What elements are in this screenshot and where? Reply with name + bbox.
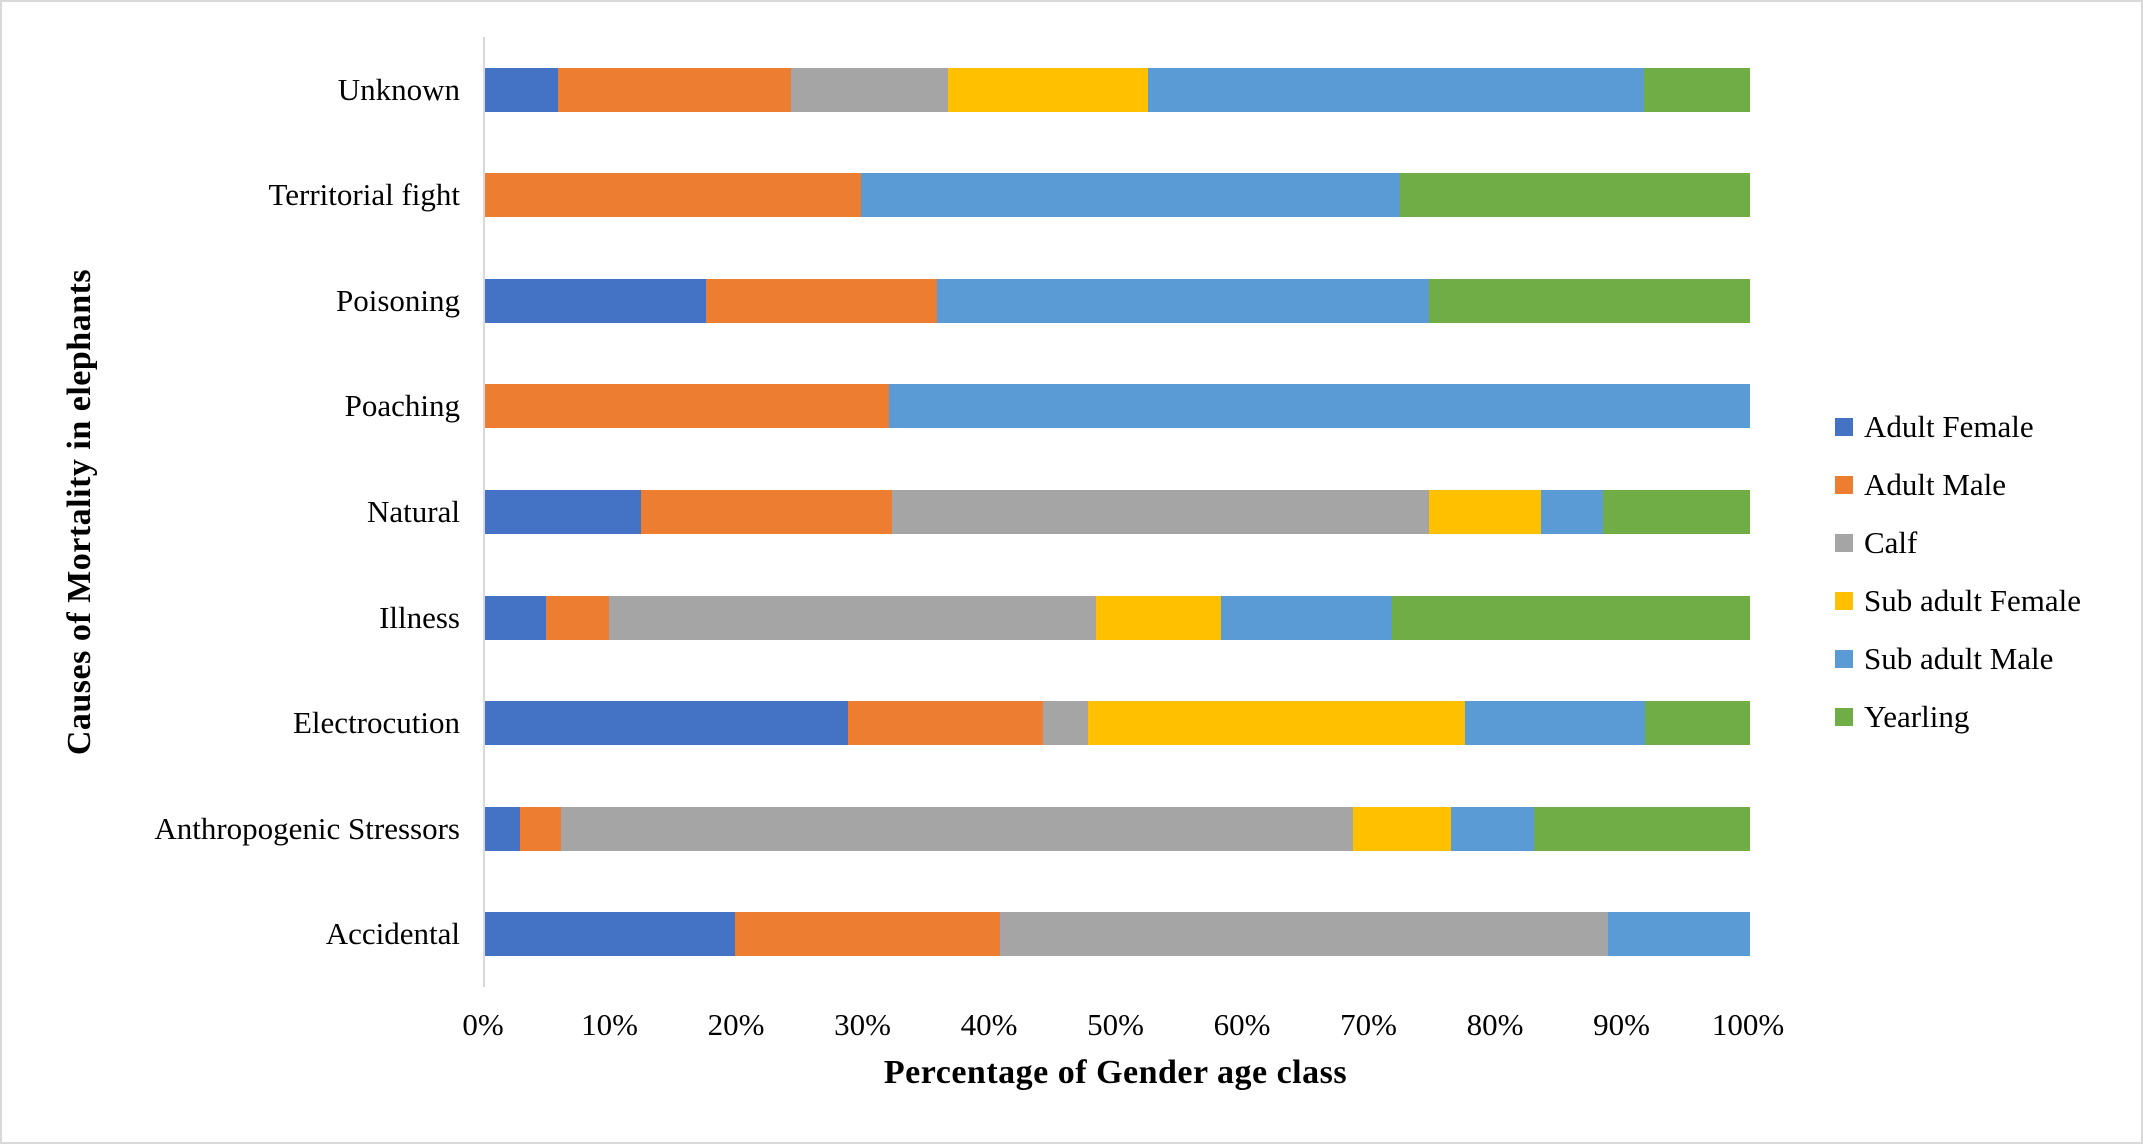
bar-segment [1541,490,1604,534]
category-label: Anthropogenic Stressors [154,810,460,846]
bar-segment [1095,595,1222,640]
bar-segment [1533,806,1750,851]
category-label: Accidental [325,916,460,952]
category-label: Poisoning [335,282,460,318]
bar-segment [888,384,1750,429]
x-axis-ticks: 0% 10% 20% 30% 40% 50% 60% 70% 80% 90% 100% [462,1004,1784,1046]
plot-area [483,37,1750,987]
bar-segment [545,595,609,640]
bar-row [485,806,1750,851]
category-label: Unknown [337,71,460,107]
x-tick-label: 10% [581,1007,638,1042]
bar-segment [1221,595,1392,640]
bar-segment [1352,806,1452,851]
bar-segment [947,67,1148,112]
x-tick-label: 60% [1213,1007,1271,1042]
bar-segment [999,912,1609,957]
bar-row [485,490,1750,534]
legend-item: Adult Male [1835,465,2081,505]
bar-segment [1428,278,1750,323]
x-tick-label: 50% [1087,1007,1144,1042]
bar-segment [1451,806,1534,851]
bar-segment [1643,67,1750,112]
bar-segment [608,595,1096,640]
legend-item: Calf [1835,523,2081,563]
bar-segment [860,173,1400,218]
bar-row [485,912,1750,957]
legend-label: Sub adult Female [1864,583,2081,618]
x-tick-label: 40% [960,1007,1018,1042]
bar-segment [485,278,707,323]
x-axis-title: Percentage of Gender age class [883,1054,1348,1091]
legend-swatch [1835,418,1853,436]
bar-row [485,173,1750,218]
bar-segment [1042,701,1089,746]
x-tick-label: 0% [462,1007,504,1042]
bar-segment [485,912,736,957]
legend-label: Adult Female [1864,409,2034,444]
legend-label: Adult Male [1864,467,2007,502]
bar-segment [1147,67,1644,112]
bar-segment [1644,701,1750,746]
x-tick-label: 90% [1593,1007,1650,1042]
bar-row [485,701,1750,746]
bar-segment [1088,701,1466,746]
bar-row [485,595,1750,640]
x-tick-label: 30% [834,1007,891,1042]
bar-row [485,278,1750,323]
bar-segment [936,278,1429,323]
bar-segment [892,490,1429,534]
legend-item: Adult Female [1835,407,2081,447]
bar-segment [485,490,641,534]
bar-segment [485,173,861,218]
bar-segment [558,67,792,112]
bar-segment [791,67,948,112]
bar-segment [1391,595,1750,640]
legend: Adult Female Adult Male Calf Sub adult Fema… [1835,407,2081,755]
bar-segment [848,701,1043,746]
legend-label: Sub adult Male [1864,641,2054,676]
legend-swatch [1835,650,1853,668]
x-tick-label: 70% [1340,1007,1397,1042]
legend-swatch [1835,708,1853,726]
legend-item: Sub adult Male [1835,639,2081,679]
bar-segment [1399,173,1750,218]
bar-segment [1608,912,1750,957]
legend-label: Calf [1864,525,1918,560]
category-label: Natural [367,494,460,529]
legend-item: Yearling [1835,697,2081,737]
bar-segment [485,384,889,429]
legend-swatch [1835,592,1853,610]
bar-segment [485,67,559,112]
bar-segment [485,806,521,851]
bar-segment [1465,701,1645,746]
legend-item: Sub adult Female [1835,581,2081,621]
category-label: Illness [379,599,460,635]
bar-segment [560,806,1353,851]
x-tick-label: 20% [707,1007,765,1042]
legend-swatch [1835,476,1853,494]
bar-segment [485,595,546,640]
bar-segment [735,912,1000,957]
bar-segment [485,701,849,746]
x-tick-label: 100% [1711,1007,1785,1042]
x-tick-label: 80% [1466,1007,1524,1042]
bar-segment [640,490,893,534]
legend-swatch [1835,534,1853,552]
bar-row [485,67,1750,112]
legend-label: Yearling [1864,699,1970,734]
y-axis-labels: Unknown Territorial fight Poisoning Poachin… [2,37,460,987]
bar-segment [1428,490,1542,534]
bar-segment [520,806,561,851]
bar-segment [1603,490,1750,534]
category-label: Electrocution [293,705,460,741]
category-label: Territorial fight [268,177,460,213]
bar-row [485,384,1750,429]
category-label: Poaching [344,388,460,424]
bar-segment [706,278,937,323]
